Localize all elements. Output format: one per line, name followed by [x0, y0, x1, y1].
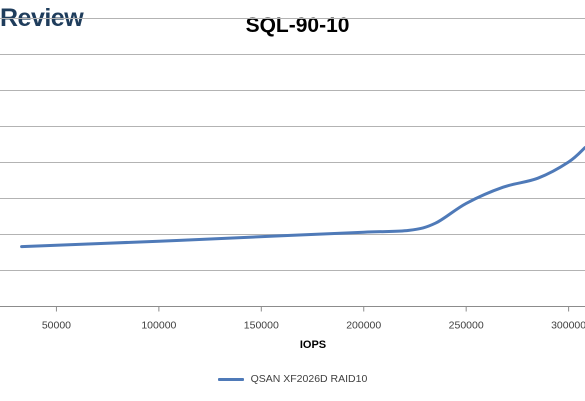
x-tick-label-5: 300000	[551, 320, 585, 332]
series-line-0	[20, 146, 585, 249]
x-tick-label-3: 200000	[346, 320, 381, 332]
x-tick-label-1: 100000	[141, 320, 176, 332]
x-tick-labels: 50000 100000 150000 200000 250000 300000	[42, 306, 585, 332]
x-axis-title: IOPS	[300, 339, 326, 351]
series-layer	[20, 146, 585, 249]
legend-label: QSAN XF2026D RAID10	[250, 373, 368, 385]
gridlines	[0, 18, 585, 307]
x-tick-label-2: 150000	[244, 320, 279, 332]
legend: QSAN XF2026D RAID10	[0, 373, 585, 385]
chart-title: SQL-90-10	[245, 14, 350, 37]
x-tick-label-4: 250000	[449, 320, 484, 332]
x-tick-label-0: 50000	[42, 320, 71, 332]
legend-swatch	[217, 377, 244, 381]
